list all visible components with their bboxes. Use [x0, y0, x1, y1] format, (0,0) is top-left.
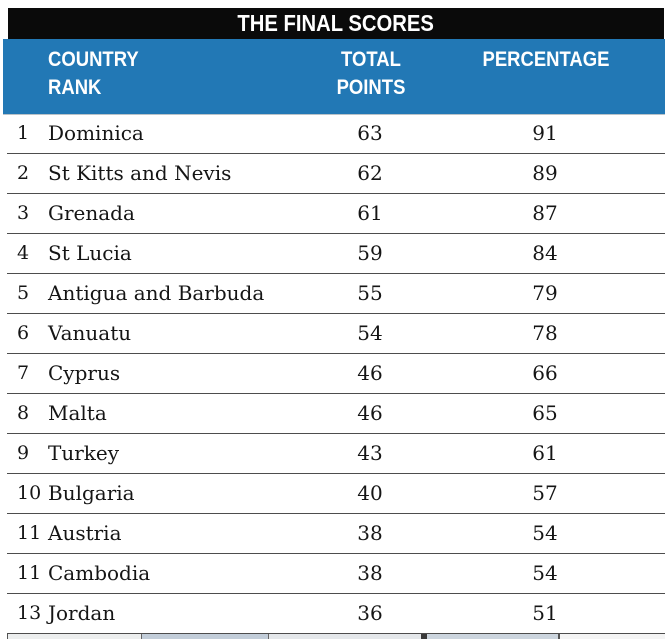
country-cell: Cyprus: [48, 361, 121, 385]
strip-cell: [141, 634, 268, 639]
points-cell: 62: [357, 161, 383, 185]
percentage-cell: 78: [532, 321, 558, 345]
rank-cell: 1: [17, 122, 30, 144]
table-row: 10 Bulgaria 40 57: [7, 474, 665, 514]
country-cell: Malta: [48, 401, 107, 425]
rank-cell: 10: [17, 482, 42, 504]
percentage-cell: 91: [532, 121, 558, 145]
points-cell: 63: [357, 121, 383, 145]
header-country-line2: RANK: [48, 76, 102, 99]
country-cell: Vanuatu: [48, 321, 132, 345]
table-row: 5 Antigua and Barbuda 55 79: [7, 274, 665, 314]
header-percentage: PERCENTAGE: [446, 46, 646, 74]
percentage-cell: 51: [532, 601, 558, 625]
table-row: 3 Grenada 61 87: [7, 194, 665, 234]
rank-cell: 5: [17, 282, 30, 304]
table-row: 2 St Kitts and Nevis 62 89: [7, 154, 665, 194]
title-bar: THE FINAL SCORES: [8, 8, 664, 39]
page-title: THE FINAL SCORES: [237, 10, 435, 36]
next-table-strip: [0, 634, 672, 639]
rank-cell: 4: [17, 242, 30, 264]
country-cell: Antigua and Barbuda: [48, 281, 265, 305]
rank-cell: 3: [17, 202, 30, 224]
percentage-cell: 66: [532, 361, 558, 385]
header-percentage-label: PERCENTAGE: [482, 48, 610, 71]
percentage-cell: 57: [532, 481, 558, 505]
country-cell: Austria: [48, 521, 122, 545]
header-country-rank: COUNTRY RANK: [48, 46, 151, 102]
rank-cell: 7: [17, 362, 30, 384]
country-cell: Cambodia: [48, 561, 151, 585]
strip-cell: [7, 634, 141, 639]
country-cell: Jordan: [48, 601, 116, 625]
percentage-cell: 54: [532, 561, 558, 585]
percentage-cell: 65: [532, 401, 558, 425]
rank-cell: 11: [17, 562, 42, 584]
percentage-cell: 87: [532, 201, 558, 225]
table-row: 11 Cambodia 38 54: [7, 554, 665, 594]
strip-cell: [427, 634, 558, 639]
rank-cell: 9: [17, 442, 30, 464]
rank-cell: 11: [17, 522, 42, 544]
percentage-cell: 61: [532, 441, 558, 465]
country-cell: St Lucia: [48, 241, 132, 265]
points-cell: 43: [357, 441, 383, 465]
percentage-cell: 89: [532, 161, 558, 185]
rank-cell: 2: [17, 162, 30, 184]
rank-cell: 6: [17, 322, 30, 344]
table-body: 1 Dominica 63 91 2 St Kitts and Nevis 62…: [7, 114, 665, 634]
header-points-line2: POINTS: [336, 76, 406, 99]
table-row: 9 Turkey 43 61: [7, 434, 665, 474]
table-row: 8 Malta 46 65: [7, 394, 665, 434]
country-cell: St Kitts and Nevis: [48, 161, 232, 185]
points-cell: 46: [357, 401, 383, 425]
points-cell: 55: [357, 281, 383, 305]
strip-cell: [558, 634, 665, 639]
points-cell: 38: [357, 521, 383, 545]
table-row: 4 St Lucia 59 84: [7, 234, 665, 274]
country-cell: Bulgaria: [48, 481, 135, 505]
points-cell: 61: [357, 201, 383, 225]
points-cell: 40: [357, 481, 383, 505]
header-points-line1: TOTAL: [341, 48, 401, 71]
table-row: 6 Vanuatu 54 78: [7, 314, 665, 354]
points-cell: 46: [357, 361, 383, 385]
country-cell: Dominica: [48, 121, 144, 145]
table-row: 1 Dominica 63 91: [7, 114, 665, 154]
table-row: 11 Austria 38 54: [7, 514, 665, 554]
rank-cell: 13: [17, 602, 42, 624]
country-cell: Turkey: [48, 441, 120, 465]
strip-cell: [268, 634, 421, 639]
percentage-cell: 54: [532, 521, 558, 545]
points-cell: 36: [357, 601, 383, 625]
percentage-cell: 84: [532, 241, 558, 265]
percentage-cell: 79: [532, 281, 558, 305]
points-cell: 59: [357, 241, 383, 265]
header-country-line1: COUNTRY: [48, 48, 139, 71]
rank-cell: 8: [17, 402, 30, 424]
header-total-points: TOTAL POINTS: [281, 46, 461, 102]
points-cell: 54: [357, 321, 383, 345]
strip-divider: [421, 634, 427, 639]
points-cell: 38: [357, 561, 383, 585]
table-header: COUNTRY RANK TOTAL POINTS PERCENTAGE: [3, 39, 665, 115]
table-row: 7 Cyprus 46 66: [7, 354, 665, 394]
table-row: 13 Jordan 36 51: [7, 594, 665, 634]
country-cell: Grenada: [48, 201, 135, 225]
